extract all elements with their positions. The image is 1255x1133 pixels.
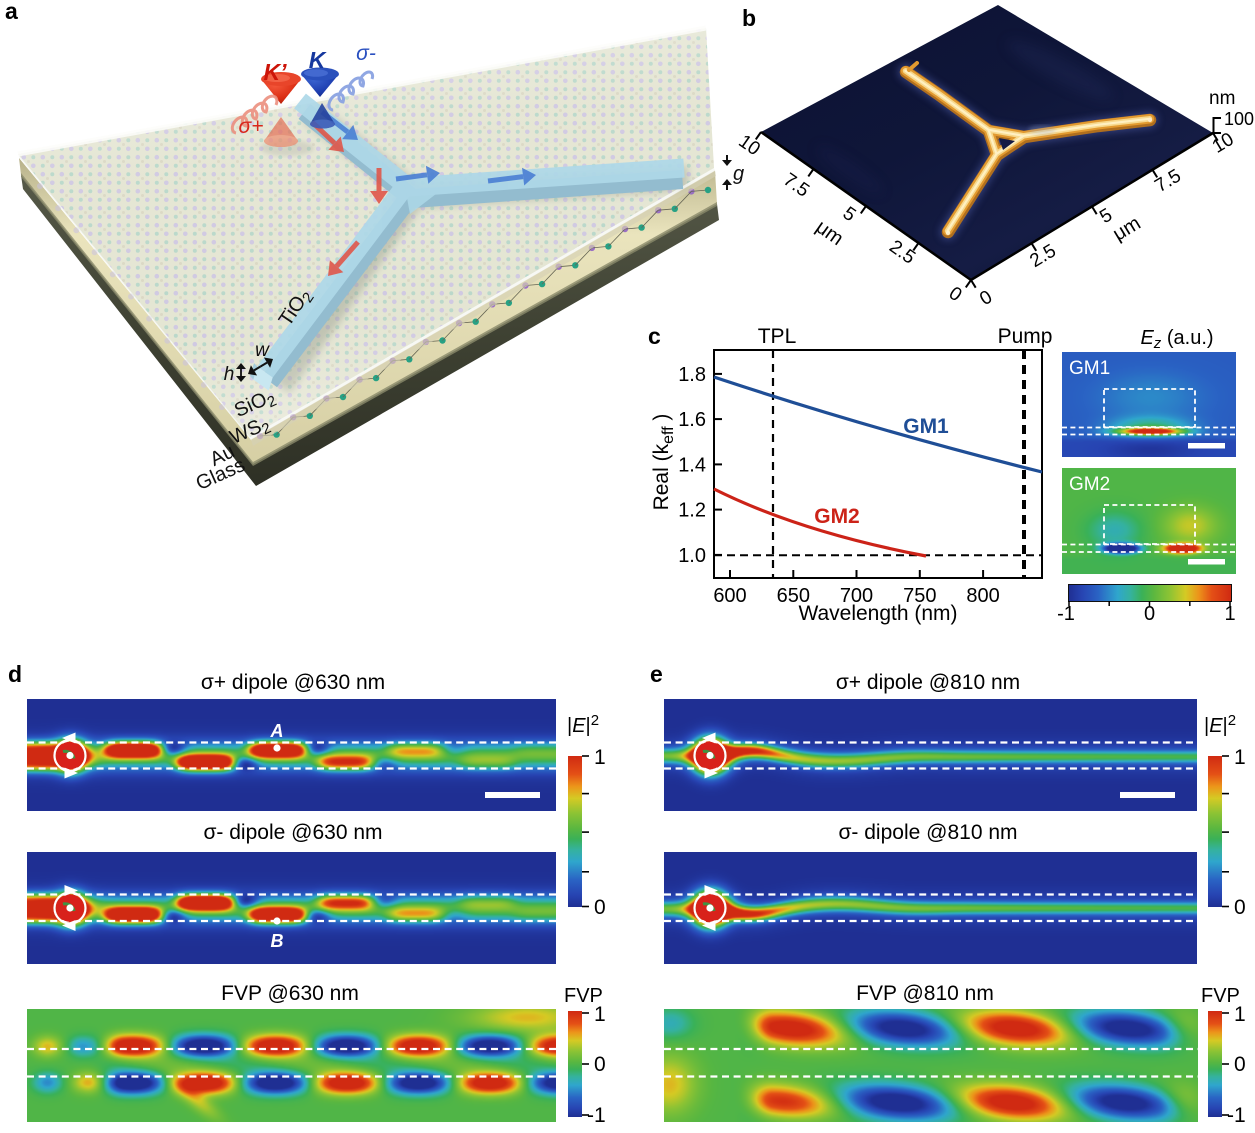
svg-text:σ- dipole @630 nm: σ- dipole @630 nm <box>203 821 382 844</box>
svg-text:1.6: 1.6 <box>678 409 706 431</box>
svg-text:b: b <box>742 5 756 31</box>
svg-text:μm: μm <box>1109 212 1144 245</box>
svg-text:d: d <box>8 661 22 687</box>
svg-text:GM1: GM1 <box>903 415 949 438</box>
svg-text:GM2: GM2 <box>814 505 860 528</box>
svg-text:1: 1 <box>1234 1003 1246 1026</box>
svg-text:FVP @630 nm: FVP @630 nm <box>221 982 359 1005</box>
svg-text:5: 5 <box>839 203 860 226</box>
svg-text:g: g <box>733 163 744 185</box>
svg-text:750: 750 <box>903 585 936 607</box>
svg-text:0: 0 <box>945 283 966 306</box>
svg-text:0: 0 <box>1234 896 1246 919</box>
svg-text:1: 1 <box>594 746 606 769</box>
svg-text:B: B <box>271 931 284 951</box>
svg-text:Pump: Pump <box>998 325 1053 348</box>
svg-text:100: 100 <box>1224 109 1254 129</box>
svg-text:h: h <box>224 364 235 385</box>
svg-text:FVP @810 nm: FVP @810 nm <box>856 982 994 1005</box>
svg-text:1.2: 1.2 <box>678 500 706 522</box>
svg-text:|E|2: |E|2 <box>1204 712 1236 737</box>
svg-text:0: 0 <box>594 896 606 919</box>
svg-text:Wavelength (nm): Wavelength (nm) <box>798 602 957 625</box>
svg-text:0: 0 <box>594 1053 606 1076</box>
svg-text:A: A <box>270 721 284 741</box>
svg-text:0: 0 <box>1234 1053 1246 1076</box>
svg-text:0: 0 <box>1144 603 1155 625</box>
svg-text:TPL: TPL <box>758 325 797 348</box>
svg-text:nm: nm <box>1209 88 1235 109</box>
svg-text:σ- dipole @810 nm: σ- dipole @810 nm <box>838 821 1017 844</box>
svg-text:600: 600 <box>713 585 746 607</box>
svg-text:-1: -1 <box>1227 1104 1246 1127</box>
svg-text:K: K <box>309 47 327 73</box>
svg-text:GM1: GM1 <box>1069 358 1110 379</box>
svg-text:GM2: GM2 <box>1069 474 1110 495</box>
svg-text:FVP: FVP <box>564 985 603 1007</box>
svg-text:7.5: 7.5 <box>1151 165 1184 197</box>
svg-text:Real (keff ): Real (keff ) <box>650 414 677 511</box>
svg-text:a: a <box>5 0 18 24</box>
svg-text:K’: K’ <box>264 59 288 85</box>
svg-text:0: 0 <box>976 287 996 310</box>
svg-text:1.0: 1.0 <box>678 545 706 567</box>
svg-text:1: 1 <box>594 1003 606 1026</box>
svg-text:1: 1 <box>1224 603 1235 625</box>
svg-text:1: 1 <box>1234 746 1246 769</box>
svg-text:σ+ dipole @810 nm: σ+ dipole @810 nm <box>836 671 1020 694</box>
svg-text:σ-: σ- <box>356 42 376 65</box>
svg-text:7.5: 7.5 <box>779 169 813 201</box>
svg-text:800: 800 <box>966 585 999 607</box>
svg-text:σ+: σ+ <box>239 115 264 138</box>
svg-text:700: 700 <box>840 585 873 607</box>
svg-text:2.5: 2.5 <box>1026 240 1059 272</box>
svg-text:e: e <box>650 661 663 687</box>
svg-text:1.8: 1.8 <box>678 364 706 386</box>
svg-text:1.4: 1.4 <box>678 454 706 476</box>
svg-text:FVP: FVP <box>1201 985 1240 1007</box>
svg-text:Ez (a.u.): Ez (a.u.) <box>1140 327 1213 352</box>
svg-text:650: 650 <box>777 585 810 607</box>
svg-text:c: c <box>648 323 661 349</box>
svg-text:σ+ dipole @630 nm: σ+ dipole @630 nm <box>201 671 385 694</box>
svg-text:-1: -1 <box>587 1104 606 1127</box>
svg-text:-1: -1 <box>1057 603 1075 625</box>
svg-text:|E|2: |E|2 <box>567 712 599 737</box>
svg-text:w: w <box>255 340 270 361</box>
